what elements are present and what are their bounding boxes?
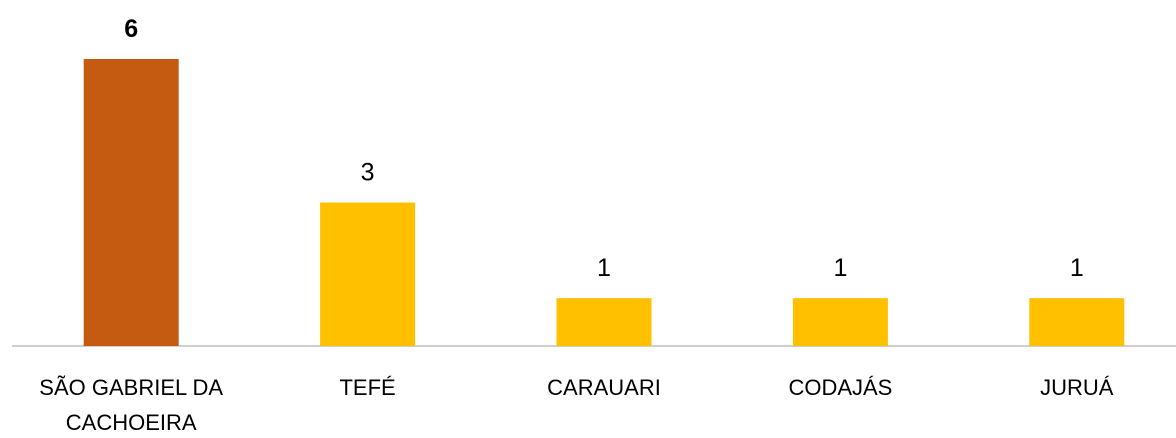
x-tick-label: TEFÉ bbox=[339, 375, 395, 400]
x-tick-label: JURUÁ bbox=[1040, 375, 1114, 400]
x-tick-label: SÃO GABRIEL DA CACHOEIRA bbox=[39, 375, 223, 435]
x-tick-label: CARAUARI bbox=[547, 375, 661, 400]
data-label: 1 bbox=[597, 254, 611, 282]
bar bbox=[320, 202, 416, 346]
data-label: 1 bbox=[833, 254, 847, 282]
data-label: 3 bbox=[361, 159, 375, 187]
bar bbox=[1029, 298, 1125, 346]
data-label: 6 bbox=[124, 15, 138, 43]
x-tick-label: CODAJÁS bbox=[788, 375, 892, 400]
bar bbox=[556, 298, 652, 346]
data-label: 1 bbox=[1070, 254, 1084, 282]
bar bbox=[792, 298, 888, 346]
bar bbox=[83, 59, 179, 346]
